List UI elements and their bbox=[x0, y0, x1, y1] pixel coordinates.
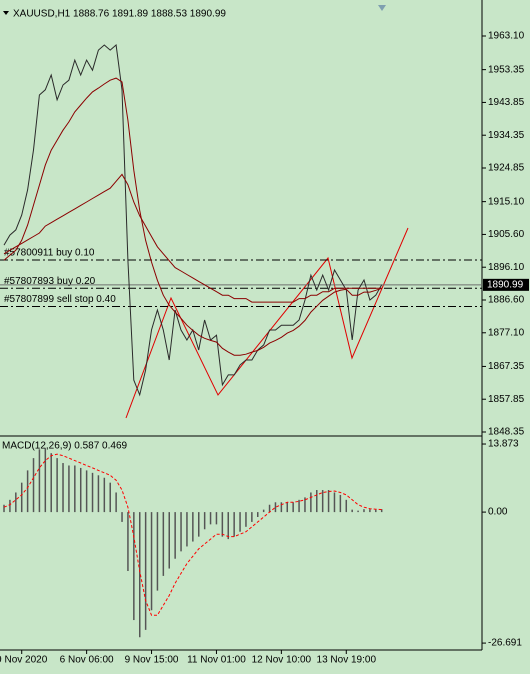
menu-triangle bbox=[3, 11, 9, 15]
y-tick-label: 1963.10 bbox=[488, 31, 525, 42]
macd-title: MACD(12,26,9) 0.587 0.469 bbox=[2, 441, 128, 452]
y-tick-label: 1953.35 bbox=[488, 64, 525, 75]
y-tick-label: 13.873 bbox=[488, 439, 519, 450]
y-tick-label: 1877.10 bbox=[488, 327, 525, 338]
symbol-title: XAUUSD,H1 1888.76 1891.89 1888.53 1890.9… bbox=[13, 9, 226, 20]
x-tick-label: 6 Nov 06:00 bbox=[60, 655, 114, 666]
y-tick-label: 1943.85 bbox=[488, 97, 525, 108]
x-tick-label: 11 Nov 01:00 bbox=[187, 655, 246, 666]
y-tick-label: 1915.10 bbox=[488, 196, 525, 207]
order-label: #57807893 buy 0.20 bbox=[4, 276, 96, 287]
y-tick-label: 1857.85 bbox=[488, 394, 525, 405]
series-line bbox=[3, 173, 382, 303]
series-line bbox=[3, 453, 382, 616]
y-tick-label: 0.00 bbox=[488, 507, 508, 518]
y-tick-label: 1896.10 bbox=[488, 262, 525, 273]
plot-background bbox=[0, 0, 482, 650]
x-tick-label: 12 Nov 10:00 bbox=[252, 655, 312, 666]
series-line bbox=[3, 77, 382, 356]
shift-marker bbox=[378, 5, 386, 11]
x-tick-label: 13 Nov 19:00 bbox=[317, 655, 377, 666]
y-tick-label: -26.691 bbox=[488, 638, 522, 649]
y-tick-label: 1886.60 bbox=[488, 295, 525, 306]
last-price-label: 1890.99 bbox=[487, 279, 524, 290]
trend-lines bbox=[125, 227, 409, 419]
x-tick-label: 9 Nov 2020 bbox=[0, 655, 48, 666]
order-label: #57800911 buy 0.10 bbox=[4, 248, 95, 259]
y-tick-label: 1924.85 bbox=[488, 163, 525, 174]
y-tick-label: 1905.60 bbox=[488, 229, 525, 240]
last-price-box bbox=[483, 278, 529, 291]
y-tick-label: 1934.35 bbox=[488, 130, 525, 141]
y-tick-label: 1867.35 bbox=[488, 361, 525, 372]
x-tick-label: 9 Nov 15:00 bbox=[125, 655, 179, 666]
y-tick-label: 1848.35 bbox=[488, 427, 525, 438]
order-label: #57807899 sell stop 0.40 bbox=[4, 294, 116, 305]
